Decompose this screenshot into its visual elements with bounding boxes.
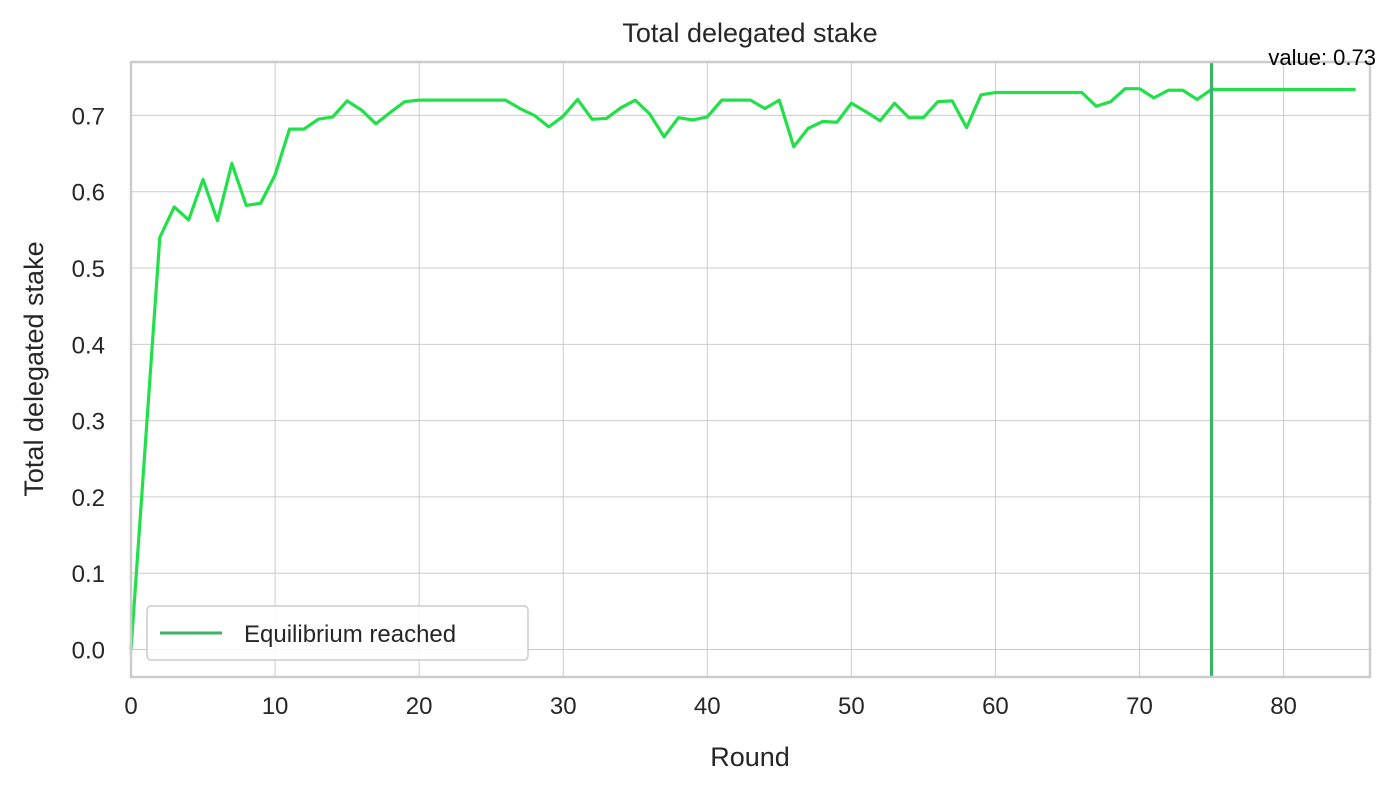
legend: Equilibrium reached [146, 605, 529, 661]
plot-area [131, 62, 1370, 677]
x-tick-label: 50 [838, 693, 865, 720]
x-tick-label: 20 [406, 693, 433, 720]
tick-labels: 0 10 20 30 40 50 60 70 80 0.0 0.1 0.2 0.3 0.4 0.5 0.6 0.… [72, 103, 1297, 720]
legend-label: Equilibrium reached [244, 621, 456, 648]
x-tick-label: 10 [262, 693, 289, 720]
y-tick-label: 0.6 [72, 180, 105, 207]
y-tick-label: 0.2 [72, 485, 105, 512]
y-tick-label: 0.0 [72, 638, 105, 665]
x-tick-label: 60 [982, 693, 1009, 720]
y-tick-label: 0.4 [72, 332, 105, 359]
y-tick-label: 0.5 [72, 256, 105, 283]
y-tick-label: 0.1 [72, 561, 105, 588]
plot-frame [129, 60, 1372, 679]
data-layer [129, 62, 1356, 677]
series-line [129, 87, 1356, 650]
x-tick-label: 30 [550, 693, 577, 720]
x-axis-label: Round [710, 742, 790, 772]
marker-annotation: value: 0.73 [1268, 45, 1376, 70]
x-tick-label: 80 [1270, 693, 1297, 720]
x-tick-label: 40 [694, 693, 721, 720]
x-tick-label: 0 [124, 693, 137, 720]
chart-title: Total delegated stake [622, 18, 877, 48]
y-axis-label: Total delegated stake [19, 241, 49, 496]
x-tick-label: 70 [1126, 693, 1153, 720]
y-tick-label: 0.7 [72, 103, 105, 130]
y-tick-label: 0.3 [72, 409, 105, 436]
grid [130, 62, 1370, 677]
legend-box [146, 605, 529, 661]
